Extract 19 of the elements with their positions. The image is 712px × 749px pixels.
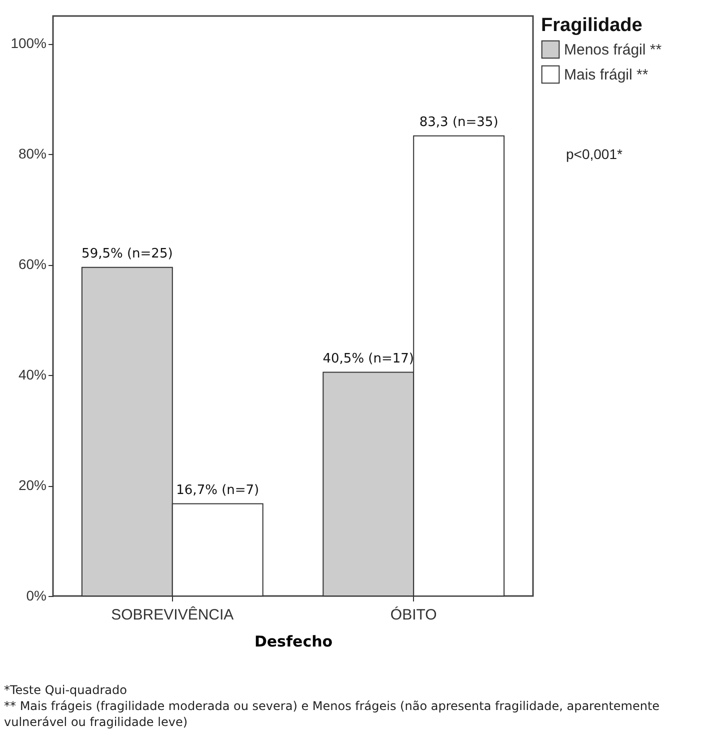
data-label: 16,7% (n=7) bbox=[176, 482, 260, 498]
text: p<0,001* bbox=[566, 146, 622, 162]
x-axis-title: Desfecho bbox=[254, 632, 333, 650]
y-tick-label: 20% bbox=[18, 477, 46, 494]
data-label: 59,5% (n=25) bbox=[82, 246, 173, 262]
y-tick-label: 100% bbox=[10, 35, 46, 52]
legend-label: Mais frágil ** bbox=[564, 66, 648, 84]
legend-title: Fragilidade bbox=[541, 15, 642, 36]
text: ** Mais frágeis (fragilidade moderada ou severa) e Menos frágeis (não apresenta fragilidade, aparentemente vulnerável ou fragilidade leve) bbox=[4, 698, 661, 731]
x-tick-label: ÓBITO bbox=[390, 606, 437, 624]
y-tick-label: 80% bbox=[18, 146, 46, 162]
y-tick-label: 0% bbox=[26, 588, 46, 604]
y-tick-label: 40% bbox=[18, 366, 46, 383]
legend-label: Menos frágil ** bbox=[564, 42, 662, 58]
data-label: 40,5% (n=17) bbox=[322, 351, 414, 366]
y-tick-label: 60% bbox=[18, 256, 46, 272]
data-label: 83,3 (n=35) bbox=[419, 114, 498, 130]
text: *Teste Qui-quadrado bbox=[4, 682, 128, 698]
x-tick-label: SOBREVIVÊNCIA bbox=[111, 606, 234, 624]
